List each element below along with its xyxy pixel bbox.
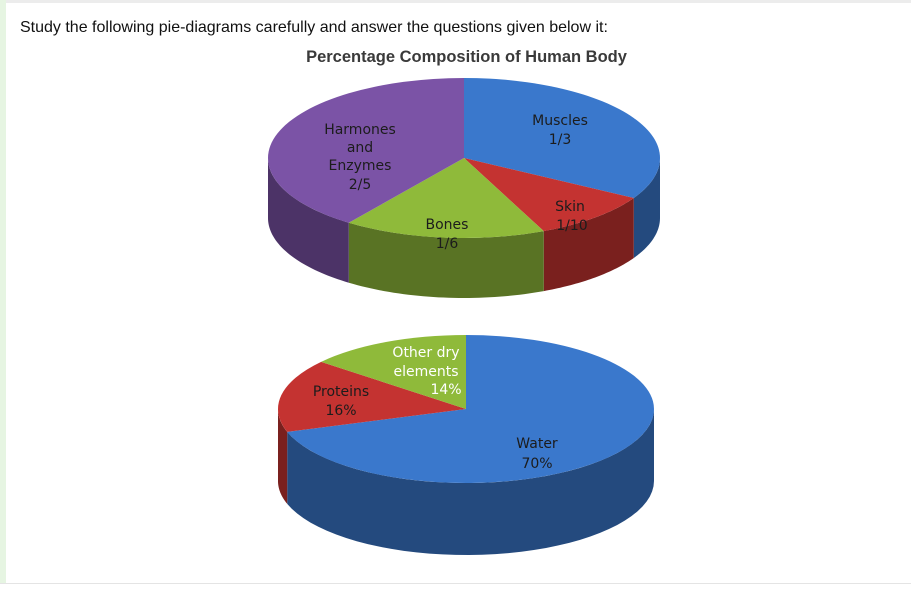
label-skin-name: Skin <box>555 199 585 215</box>
bottom-rule <box>0 583 911 584</box>
pie-slice-other-dry-elements <box>321 335 466 409</box>
pie-slice-water <box>287 335 654 484</box>
label-bones-name: Bones <box>426 217 469 233</box>
chart-title: Percentage Composition of Human Body <box>306 48 627 66</box>
pie-side-skin <box>543 197 634 292</box>
pie-chart-body-water <box>277 335 654 555</box>
pie-slice-skin <box>464 158 634 232</box>
label-muscles-value: 1/3 <box>549 132 572 148</box>
label-skin-value: 1/10 <box>556 218 587 234</box>
top-rule <box>0 0 911 3</box>
label-proteins-value: 16% <box>325 403 356 419</box>
pie-side-muscles <box>633 158 660 258</box>
left-accent-bar <box>0 0 6 583</box>
label-hormones-line1: Harmones <box>324 122 396 138</box>
pie-slice-proteins <box>277 361 466 432</box>
label-hormones-value: 2/5 <box>349 177 372 193</box>
label-hormones-line3: Enzymes <box>329 158 392 174</box>
pie-slice-harmones-and-enzymes <box>268 78 464 223</box>
label-hormones-line2: and <box>347 140 373 156</box>
label-water-value: 70% <box>521 456 552 472</box>
label-water-name: Water <box>516 436 558 452</box>
label-other-dry-value: 14% <box>430 382 461 398</box>
pie-side-harmones-and-enzymes <box>268 158 349 283</box>
pie-side-water <box>287 409 654 555</box>
pie-chart-composition <box>268 78 661 298</box>
pie-side-proteins <box>278 409 288 504</box>
pie-side-bones <box>348 222 544 298</box>
question-text: Study the following pie-diagrams careful… <box>20 19 608 36</box>
label-bones-value: 1/6 <box>436 236 459 252</box>
label-other-dry-line2: elements <box>393 364 458 380</box>
pie-slice-muscles <box>464 78 661 198</box>
label-other-dry-line1: Other dry <box>392 345 459 361</box>
pie-slice-bones <box>348 158 544 239</box>
label-muscles-name: Muscles <box>532 113 588 129</box>
label-proteins-name: Proteins <box>313 384 369 400</box>
